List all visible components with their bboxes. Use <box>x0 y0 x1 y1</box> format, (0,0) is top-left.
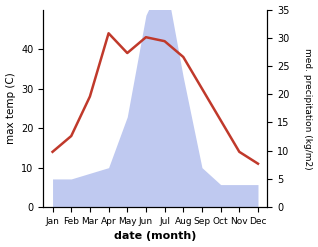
X-axis label: date (month): date (month) <box>114 231 197 242</box>
Y-axis label: med. precipitation (kg/m2): med. precipitation (kg/m2) <box>303 48 313 169</box>
Y-axis label: max temp (C): max temp (C) <box>5 72 16 144</box>
